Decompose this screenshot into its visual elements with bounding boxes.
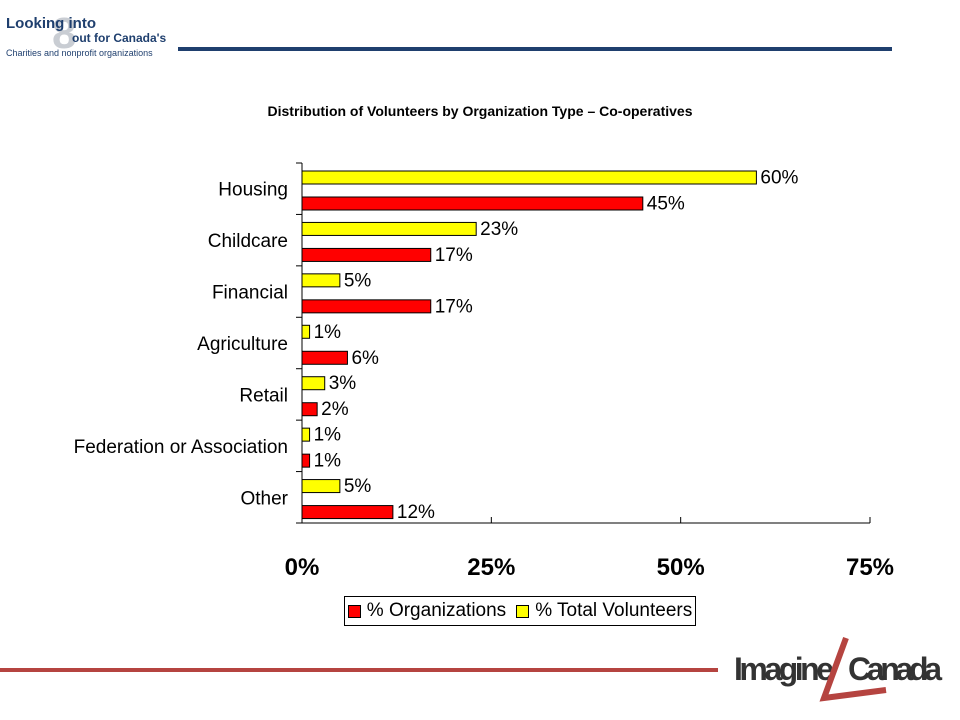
data-label-organizations-other: 12% [397, 502, 435, 523]
category-label-retail: Retail [239, 385, 288, 406]
bar-volunteers-federation-or-association [301, 427, 311, 442]
category-label-childcare: Childcare [208, 231, 288, 252]
data-label-volunteers-housing: 60% [760, 168, 798, 189]
bar-volunteers-retail [301, 376, 326, 391]
chart-legend: % Organizations % Total Volunteers [344, 596, 696, 626]
x-tick-label: 50% [657, 554, 705, 581]
data-label-organizations-federation-or-association: 1% [314, 451, 342, 472]
data-label-volunteers-financial: 5% [344, 270, 372, 291]
data-label-organizations-agriculture: 6% [351, 348, 379, 369]
legend-item-volunteers: % Total Volunteers [516, 600, 692, 622]
logo-number: 8 [52, 9, 76, 58]
logo-line3: Charities and nonprofit organizations [6, 48, 153, 58]
category-label-federation-or-association: Federation or Association [74, 437, 288, 458]
looking-into-logo: 8 Looking into out for Canada's Charitie… [6, 9, 167, 58]
bar-organizations-retail [301, 402, 318, 417]
bar-volunteers-childcare [301, 221, 477, 236]
x-tick-label: 0% [285, 554, 320, 581]
logo-line1: Looking into [6, 15, 96, 32]
legend-item-organizations: % Organizations [347, 600, 507, 622]
bar-volunteers-other [301, 479, 341, 494]
imagine-canada-logo: Imagine Canada [734, 636, 942, 702]
bar-organizations-federation-or-association [301, 453, 311, 468]
x-tick-label: 75% [846, 554, 894, 581]
logo-word-imagine: Imagine [734, 651, 834, 687]
data-label-organizations-childcare: 17% [435, 245, 473, 266]
category-label-other: Other [240, 488, 288, 509]
data-label-volunteers-other: 5% [344, 476, 372, 497]
data-label-volunteers-federation-or-association: 1% [314, 425, 342, 446]
bar-volunteers-housing [301, 170, 757, 185]
legend-swatch-organizations [347, 604, 361, 618]
data-label-volunteers-childcare: 23% [480, 219, 518, 240]
data-label-organizations-financial: 17% [435, 296, 473, 317]
bar-organizations-agriculture [301, 350, 348, 365]
bar-volunteers-financial [301, 273, 341, 288]
bottom-rule [0, 668, 718, 672]
chart-title: Distribution of Volunteers by Organizati… [267, 103, 693, 119]
x-tick-label: 25% [467, 554, 515, 581]
category-label-housing: Housing [218, 180, 288, 201]
category-label-agriculture: Agriculture [197, 334, 288, 355]
logo-line2: out for Canada's [72, 31, 167, 45]
legend-swatch-volunteers [516, 604, 530, 618]
data-label-volunteers-retail: 3% [329, 373, 357, 394]
legend-label-volunteers: % Total Volunteers [535, 600, 693, 621]
data-label-organizations-retail: 2% [321, 399, 349, 420]
legend-label-organizations: % Organizations [366, 600, 507, 621]
data-label-volunteers-agriculture: 1% [314, 322, 342, 343]
bar-organizations-childcare [301, 247, 432, 262]
bar-volunteers-agriculture [301, 324, 311, 339]
logo-word-canada: Canada [848, 651, 942, 687]
bar-organizations-financial [301, 299, 432, 314]
top-rule [178, 47, 892, 51]
logo-triangle-mark [819, 636, 887, 702]
bar-organizations-other [301, 505, 394, 520]
data-label-organizations-housing: 45% [647, 194, 685, 215]
bar-organizations-housing [301, 196, 644, 211]
category-label-financial: Financial [212, 283, 288, 304]
